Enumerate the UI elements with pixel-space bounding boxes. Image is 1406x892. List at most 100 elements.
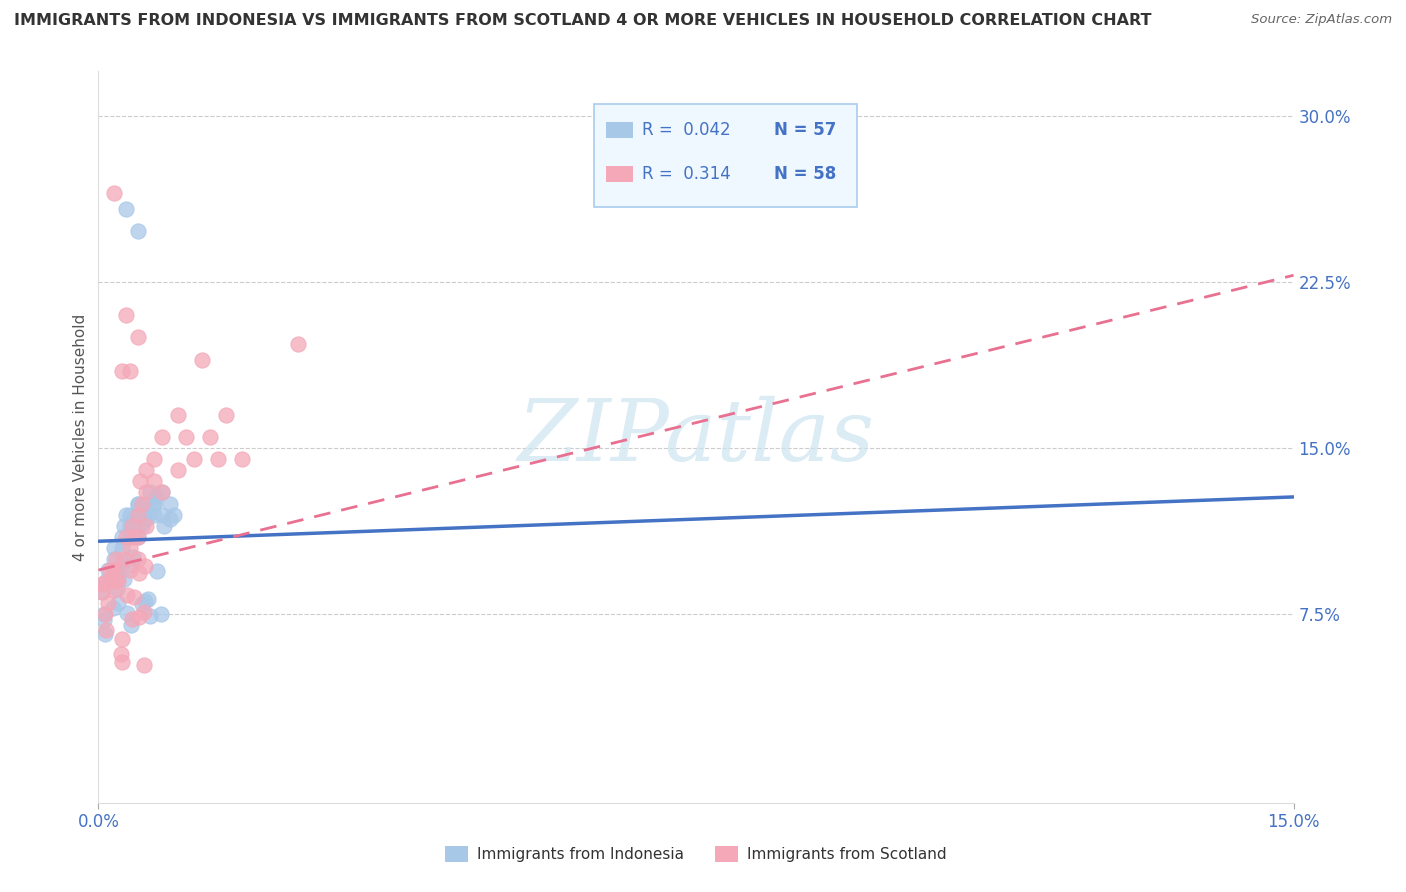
Point <box>174 430 197 444</box>
Point <box>105 582 128 596</box>
Point <box>136 508 159 522</box>
Point <box>91 585 114 599</box>
Point <box>145 564 167 578</box>
Point <box>103 552 125 566</box>
Point <box>107 596 129 610</box>
Point <box>128 610 150 624</box>
Point <box>132 658 155 673</box>
Point <box>143 497 166 511</box>
Point <box>97 596 120 610</box>
Point <box>111 530 134 544</box>
Point <box>124 512 146 526</box>
Point <box>121 612 143 626</box>
Point <box>94 626 117 640</box>
Text: IMMIGRANTS FROM INDONESIA VS IMMIGRANTS FROM SCOTLAND 4 OR MORE VEHICLES IN HOUS: IMMIGRANTS FROM INDONESIA VS IMMIGRANTS … <box>14 13 1152 29</box>
Point <box>124 590 146 604</box>
Point <box>183 452 205 467</box>
Point <box>103 541 125 555</box>
Point <box>135 512 157 526</box>
FancyBboxPatch shape <box>606 122 633 138</box>
Point <box>121 518 143 533</box>
Point <box>96 574 118 589</box>
FancyBboxPatch shape <box>595 104 858 207</box>
Point <box>100 574 122 588</box>
Point <box>149 607 172 621</box>
Point <box>111 655 134 669</box>
Point <box>127 497 149 511</box>
Legend: Immigrants from Indonesia, Immigrants from Scotland: Immigrants from Indonesia, Immigrants fr… <box>439 840 953 868</box>
Point <box>107 570 129 584</box>
Point <box>104 552 127 566</box>
Point <box>120 558 142 572</box>
Point <box>103 583 125 598</box>
Point <box>128 566 150 580</box>
Point <box>135 463 157 477</box>
Point <box>91 585 114 599</box>
Text: ZIPatlas: ZIPatlas <box>517 396 875 478</box>
Point <box>131 497 153 511</box>
Point <box>104 573 127 587</box>
Point <box>112 572 135 586</box>
Point <box>127 530 149 544</box>
Point <box>150 485 173 500</box>
Point <box>139 608 162 623</box>
Point <box>167 408 190 422</box>
Point <box>134 593 156 607</box>
Point <box>159 512 181 526</box>
FancyBboxPatch shape <box>606 166 633 182</box>
Point <box>115 308 138 322</box>
Point <box>120 618 142 632</box>
Point <box>117 588 139 602</box>
Point <box>152 518 174 533</box>
Point <box>127 330 149 344</box>
Point <box>120 563 142 577</box>
Point <box>115 202 138 216</box>
Point <box>112 518 135 533</box>
Point <box>127 552 149 566</box>
Point <box>135 497 157 511</box>
Point <box>98 563 122 577</box>
Point <box>104 563 127 577</box>
Point <box>120 363 142 377</box>
Point <box>145 490 167 504</box>
Text: R =  0.314: R = 0.314 <box>643 165 731 183</box>
Point <box>134 558 156 573</box>
Text: Source: ZipAtlas.com: Source: ZipAtlas.com <box>1251 13 1392 27</box>
Point <box>120 508 142 522</box>
Point <box>93 614 115 628</box>
Point <box>122 549 145 564</box>
Point <box>96 624 118 638</box>
Point <box>115 508 138 522</box>
Point <box>120 541 142 555</box>
Point <box>150 485 173 500</box>
Point <box>143 475 166 489</box>
Point <box>163 508 186 522</box>
Point <box>128 475 150 489</box>
Point <box>207 452 229 467</box>
Point <box>131 597 153 611</box>
Point <box>198 430 221 444</box>
Point <box>134 605 156 619</box>
Point <box>135 485 157 500</box>
Point <box>124 530 146 544</box>
Point <box>107 574 129 589</box>
Text: N = 58: N = 58 <box>773 165 837 183</box>
Point <box>111 363 134 377</box>
Point <box>127 530 149 544</box>
Point <box>127 508 149 522</box>
Point <box>91 576 114 591</box>
Point <box>111 541 134 555</box>
Point <box>121 518 143 533</box>
Point <box>287 337 309 351</box>
Point <box>120 530 142 544</box>
Point <box>128 508 150 522</box>
Point <box>111 557 134 571</box>
Point <box>127 497 149 511</box>
Point <box>167 463 190 477</box>
Point <box>120 518 142 533</box>
Point <box>131 518 153 533</box>
Point <box>94 574 117 589</box>
Point <box>191 352 214 367</box>
Point <box>139 485 162 500</box>
Point <box>150 508 173 522</box>
